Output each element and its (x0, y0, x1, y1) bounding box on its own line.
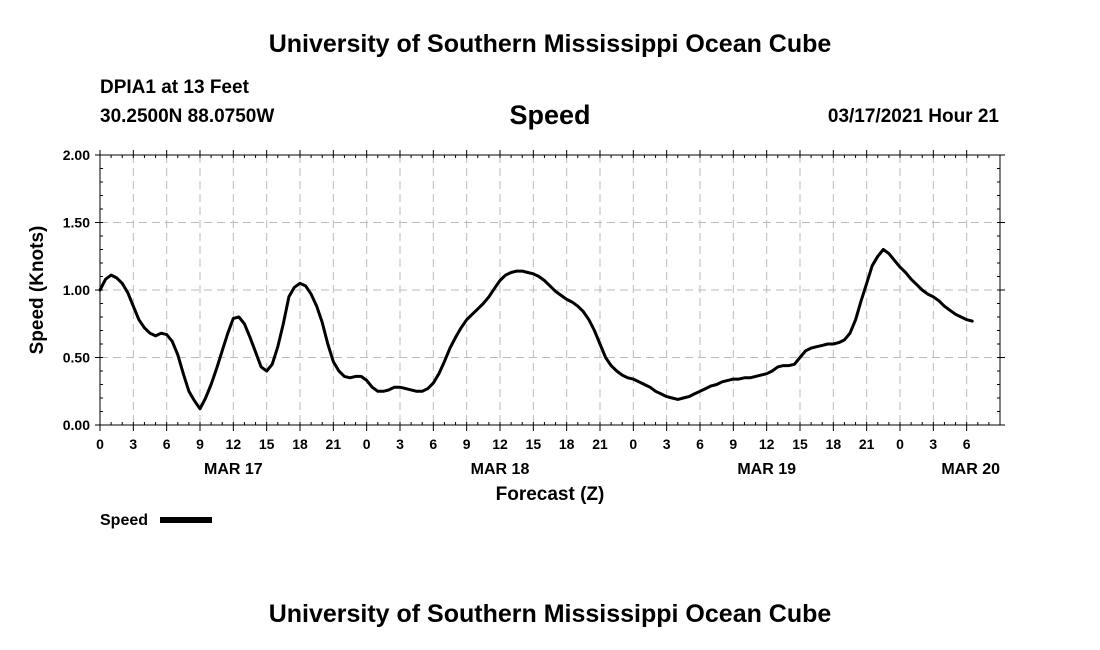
x-tick-label: 0 (629, 436, 637, 452)
x-tick-label: 9 (196, 436, 204, 452)
x-tick-label: 3 (663, 436, 671, 452)
x-date-label: MAR 19 (737, 461, 796, 478)
x-tick-label: 3 (929, 436, 937, 452)
x-date-label: MAR 20 (941, 461, 1000, 478)
chart-grid (100, 155, 1000, 425)
y-tick-label: 0.50 (63, 350, 90, 366)
x-tick-label: 0 (896, 436, 904, 452)
y-tick-label: 1.00 (63, 282, 90, 298)
x-axis-label: Forecast (Z) (496, 484, 605, 505)
x-date-label: MAR 18 (471, 461, 530, 478)
x-tick-label: 6 (429, 436, 437, 452)
y-axis-label: Speed (Knots) (27, 226, 48, 355)
chart-legend: Speed (100, 512, 212, 529)
footer-title: University of Southern Mississippi Ocean… (268, 600, 832, 628)
x-tick-label: 0 (96, 436, 104, 452)
x-tick-label: 21 (326, 436, 342, 452)
x-tick-label: 21 (859, 436, 875, 452)
x-tick-label: 9 (729, 436, 737, 452)
x-tick-label: 6 (963, 436, 971, 452)
forecast-timestamp: 03/17/2021 Hour 21 (827, 106, 999, 127)
x-tick-label: 18 (826, 436, 842, 452)
x-tick-label: 12 (492, 436, 508, 452)
chart-axes: 0.00 0.50 1.00 1.50 2.00 0 3 6 9 12 15 18 21 0 3 6 9 12 15… (63, 147, 1005, 478)
x-tick-label: 6 (163, 436, 171, 452)
series-line-speed (98, 248, 974, 411)
legend-label: Speed (100, 512, 148, 529)
x-tick-label: 12 (759, 436, 775, 452)
x-tick-label: 9 (463, 436, 471, 452)
x-tick-label: 15 (792, 436, 808, 452)
x-tick-label: 6 (696, 436, 704, 452)
y-tick-label: 2.00 (63, 147, 90, 163)
x-tick-label: 21 (592, 436, 608, 452)
station-coordinates: 30.2500N 88.0750W (100, 106, 275, 127)
y-tick-label: 1.50 (63, 215, 90, 231)
y-tick-label: 0.00 (63, 417, 90, 433)
x-tick-label: 12 (226, 436, 242, 452)
x-tick-label: 15 (259, 436, 275, 452)
x-tick-label: 18 (559, 436, 575, 452)
chart-title: Speed (509, 100, 591, 130)
x-tick-label: 3 (396, 436, 404, 452)
station-label: DPIA1 at 13 Feet (100, 77, 249, 98)
x-tick-label: 0 (363, 436, 371, 452)
x-tick-label: 18 (292, 436, 308, 452)
page-title: University of Southern Mississippi Ocean… (268, 30, 832, 58)
chart-series (98, 248, 974, 411)
x-date-label: MAR 17 (204, 461, 263, 478)
x-tick-label: 3 (129, 436, 137, 452)
x-tick-label: 15 (526, 436, 542, 452)
